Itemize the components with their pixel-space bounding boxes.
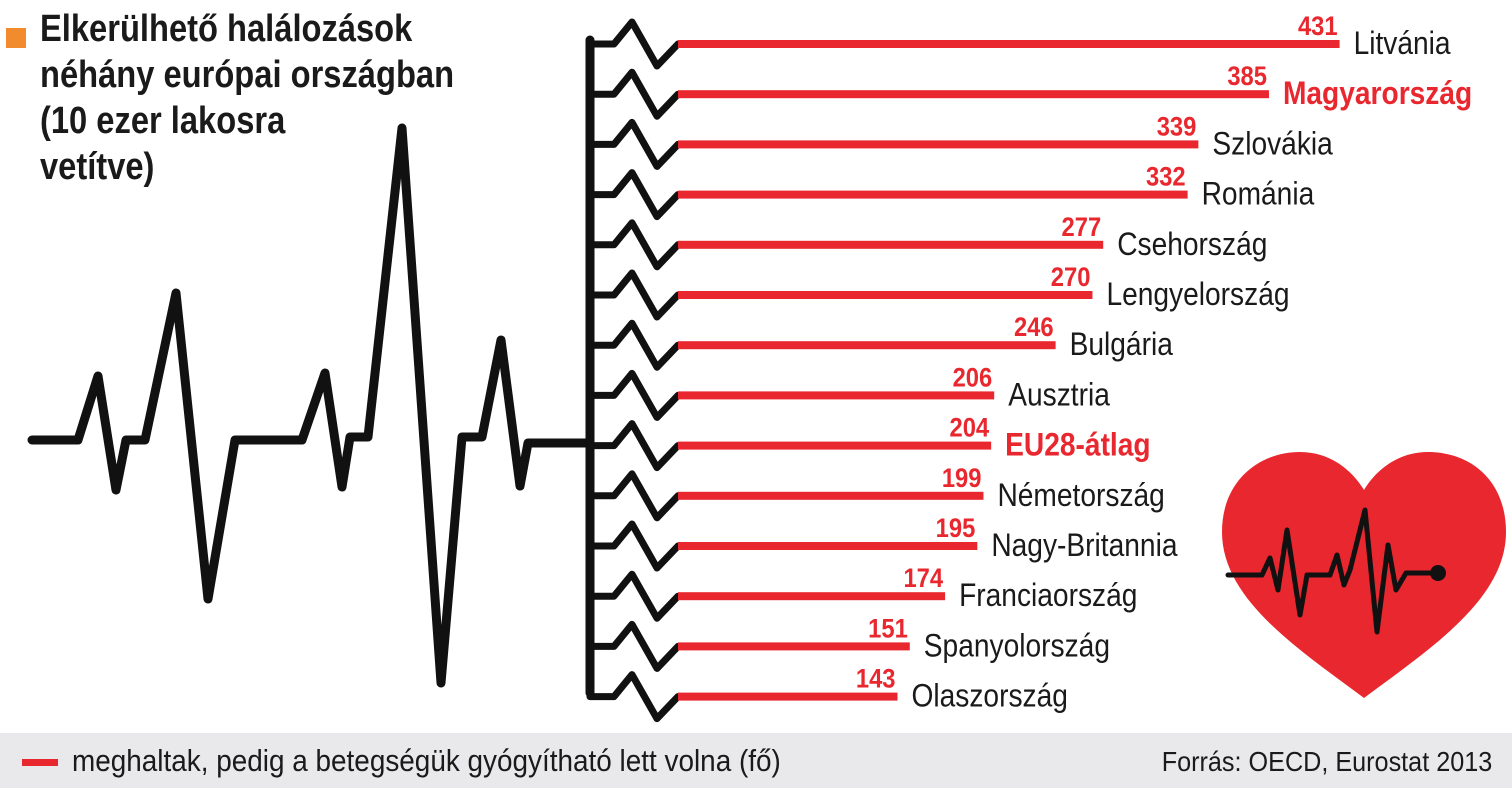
bar-value-label: 199 [942,463,982,493]
bar-value-label: 195 [936,514,976,544]
category-label: Magyarország [1283,77,1472,112]
category-label: Franciaország [959,579,1137,614]
bar-5 [678,291,1093,299]
bar-connector [586,570,682,622]
category-label: EU28-átlag [1005,428,1150,463]
bar-connector [586,369,682,421]
bar-value-label: 246 [1014,313,1054,343]
heartbeat-line-icon [27,123,595,688]
bar-connector [586,269,682,321]
bar-4 [678,240,1104,249]
bar-value-label: 339 [1157,112,1197,142]
category-label: Lengyelország [1106,277,1289,312]
bar-connector [586,520,682,572]
heart-icon [1222,452,1506,698]
bar-value-label: 332 [1146,162,1186,192]
category-label: Ausztria [1008,378,1110,413]
bars-group: 431 Litvánia 385 Magyarország 339 Szlovákia 33… [586,12,1472,723]
category-label: Olaszország [912,679,1068,714]
bar-3 [678,190,1188,199]
bar-value-label: 174 [903,564,943,594]
bar-6 [678,341,1056,350]
bar-8 [678,441,992,450]
bar-9 [678,491,984,500]
bar-10 [678,542,978,550]
category-label: Szlovákia [1212,127,1333,162]
footer: meghaltak, pedig a betegségük gyógyíthat… [0,733,1512,788]
category-label: Németország [997,478,1164,513]
category-label: Nagy-Britannia [991,528,1177,563]
bar-connector [586,68,682,120]
bar-connector [586,169,682,221]
bar-value-label: 143 [856,664,896,694]
bar-connector [586,319,682,371]
chart-title: Elkerülhető halálozások néhány európai o… [40,8,455,188]
bar-value-label: 431 [1298,12,1338,42]
bar-1 [678,90,1269,99]
category-label: Spanyolország [924,629,1110,664]
legend-label: meghaltak, pedig a betegségük gyógyíthat… [72,743,781,778]
bar-13 [678,692,898,701]
bar-value-label: 204 [950,413,990,443]
title-marker [6,28,26,48]
category-label: Románia [1202,177,1315,212]
category-label: Litvánia [1354,26,1451,61]
bar-0 [678,40,1340,48]
bar-value-label: 151 [868,614,908,644]
bar-connector [586,420,682,472]
bar-value-label: 385 [1227,62,1267,92]
bar-connector [586,470,682,522]
chart-area: 431 Litvánia 385 Magyarország 339 Szlovákia 33… [27,12,1506,723]
bar-connector [586,219,682,271]
bar-connector [586,671,682,723]
bar-11 [678,592,946,601]
bar-connector [586,620,682,672]
bar-connector [586,18,682,70]
bar-2 [678,140,1199,149]
source-text: Forrás: OECD, Eurostat 2013 [1161,746,1492,777]
bar-12 [678,642,910,651]
category-label: Csehország [1117,227,1267,262]
bar-value-label: 206 [953,363,993,393]
category-label: Bulgária [1070,328,1173,363]
bar-7 [678,391,995,400]
legend-swatch [22,759,58,766]
bar-value-label: 277 [1062,212,1102,242]
bar-value-label: 270 [1051,263,1091,293]
bar-connector [586,118,682,170]
